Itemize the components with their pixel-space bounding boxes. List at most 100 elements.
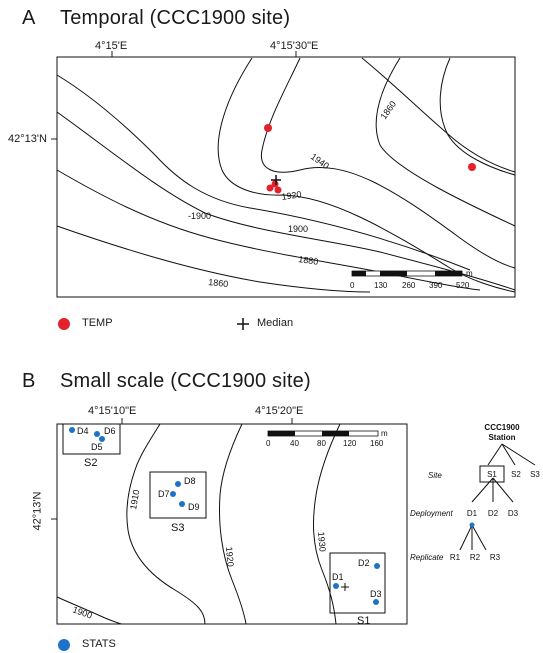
- temp-point: [266, 184, 274, 192]
- svg-text:R1: R1: [450, 553, 461, 562]
- svg-text:D4: D4: [77, 426, 89, 436]
- contour-b-1920: [219, 423, 247, 625]
- svg-text:1910: 1910: [128, 489, 141, 510]
- contour-label-1860: 1860: [208, 277, 229, 289]
- svg-text:D1: D1: [332, 572, 344, 582]
- svg-text:S3: S3: [530, 470, 540, 479]
- station-box-s1: [329, 552, 386, 614]
- panel-b-lon-label-2: 4°15'20"E: [255, 405, 304, 417]
- svg-text:D8: D8: [184, 476, 196, 486]
- hierarchy-deployment-dot: [469, 522, 475, 528]
- stats-point: [333, 583, 339, 589]
- panel-a-lon-label-1: 4°15'E: [95, 40, 128, 52]
- stats-point: [69, 427, 75, 433]
- svg-text:D9: D9: [188, 502, 200, 512]
- contour-a-1900a: [56, 74, 471, 271]
- panel-b-title: Small scale (CCC1900 site): [60, 370, 311, 392]
- svg-text:0: 0: [350, 281, 355, 290]
- station-label-s1: S1: [357, 615, 370, 627]
- svg-text:80: 80: [317, 439, 326, 448]
- svg-text:D7: D7: [158, 489, 170, 499]
- svg-text:D3: D3: [508, 509, 519, 518]
- contour-a-1900b: [56, 111, 516, 291]
- svg-text:S1: S1: [487, 470, 497, 479]
- stats-point: [94, 431, 100, 437]
- svg-text:1900: 1900: [71, 604, 93, 620]
- svg-text:D2: D2: [488, 509, 499, 518]
- svg-text:120: 120: [343, 439, 357, 448]
- svg-text:40: 40: [290, 439, 299, 448]
- station-label-s2: S2: [84, 457, 97, 469]
- svg-text:390: 390: [429, 281, 443, 290]
- hierarchy-root-line1: CCC1900: [484, 423, 520, 432]
- svg-text:D6: D6: [104, 426, 116, 436]
- panel-a-lat-label: 42°13'N: [8, 133, 47, 145]
- stats-point: [170, 491, 176, 497]
- panel-a-scale-bar: 0 130 260 390 520 m: [350, 269, 473, 290]
- stats-legend-icon: [58, 639, 70, 651]
- hierarchy-replicate-label: Replicate: [410, 553, 444, 562]
- svg-text:520: 520: [456, 281, 470, 290]
- median-legend-label: Median: [257, 317, 294, 329]
- contour-label-1880: 1880: [298, 254, 319, 267]
- contour-a-1940: [260, 57, 516, 269]
- contour-label-1860-top: 1860: [378, 99, 398, 121]
- svg-text:260: 260: [402, 281, 416, 290]
- panel-a-frame: [56, 56, 516, 298]
- contour-label-1920: 1920: [281, 189, 302, 202]
- svg-text:160: 160: [370, 439, 384, 448]
- stats-point: [179, 501, 185, 507]
- contour-a-right: [439, 57, 516, 176]
- svg-text:R3: R3: [490, 553, 501, 562]
- svg-text:0: 0: [266, 439, 271, 448]
- stats-point: [99, 436, 105, 442]
- svg-text:D3: D3: [370, 589, 382, 599]
- temp-point: [271, 180, 279, 188]
- contour-a-1880: [56, 169, 481, 291]
- temp-legend-label: TEMP: [82, 317, 113, 329]
- hierarchy-root-line2: Station: [488, 433, 515, 442]
- svg-text:1920: 1920: [224, 546, 236, 567]
- panel-a-letter: A: [22, 7, 36, 29]
- svg-text:m: m: [466, 269, 473, 278]
- temp-point: [264, 124, 272, 132]
- panel-b-frame: [56, 423, 408, 625]
- svg-text:D1: D1: [467, 509, 478, 518]
- median-legend-icon: [237, 318, 249, 330]
- contour-label-m1900: -1900: [188, 211, 211, 221]
- svg-text:130: 130: [374, 281, 388, 290]
- panel-a-map: 1860 1940 1920 -1900 1900 1880 1860 0 13…: [51, 51, 516, 298]
- panel-a-title: Temporal (CCC1900 site): [60, 7, 291, 29]
- temp-legend-icon: [58, 318, 70, 330]
- stats-point: [175, 481, 181, 487]
- svg-text:D5: D5: [91, 442, 103, 452]
- panel-b-map: 1910 1920 1930 1900 0 40 80 120 160 m D4…: [51, 418, 408, 627]
- panel-b-lon-label-1: 4°15'10"E: [88, 405, 137, 417]
- median-cross-b: [341, 583, 349, 591]
- stats-point: [374, 563, 380, 569]
- contour-b-1910: [126, 423, 206, 625]
- panel-b-letter: B: [22, 370, 36, 392]
- contour-b-1900: [56, 596, 123, 625]
- svg-text:S2: S2: [511, 470, 521, 479]
- sampling-hierarchy: CCC1900 Station Site Deployment Replicat…: [410, 423, 540, 562]
- temp-point: [468, 163, 476, 171]
- temp-point: [274, 186, 282, 194]
- hierarchy-site-label: Site: [428, 471, 442, 480]
- panel-b-scale-bar: 0 40 80 120 160 m: [266, 429, 388, 448]
- svg-text:R2: R2: [470, 553, 481, 562]
- stats-point: [373, 599, 379, 605]
- contour-a-innerright: [375, 57, 516, 227]
- contour-a-1860: [56, 225, 371, 293]
- hierarchy-deployment-label: Deployment: [410, 509, 453, 518]
- svg-text:1930: 1930: [316, 531, 328, 552]
- hierarchy-site-box: [479, 465, 505, 483]
- station-label-s3: S3: [171, 522, 184, 534]
- median-cross: [271, 175, 281, 185]
- contour-label-1900: 1900: [288, 224, 308, 234]
- station-box-s3: [149, 471, 207, 519]
- panel-a-lon-label-2: 4°15'30"E: [270, 40, 319, 52]
- stats-legend-label: STATS: [82, 638, 116, 650]
- svg-text:D2: D2: [358, 558, 370, 568]
- contour-b-1930: [313, 423, 341, 625]
